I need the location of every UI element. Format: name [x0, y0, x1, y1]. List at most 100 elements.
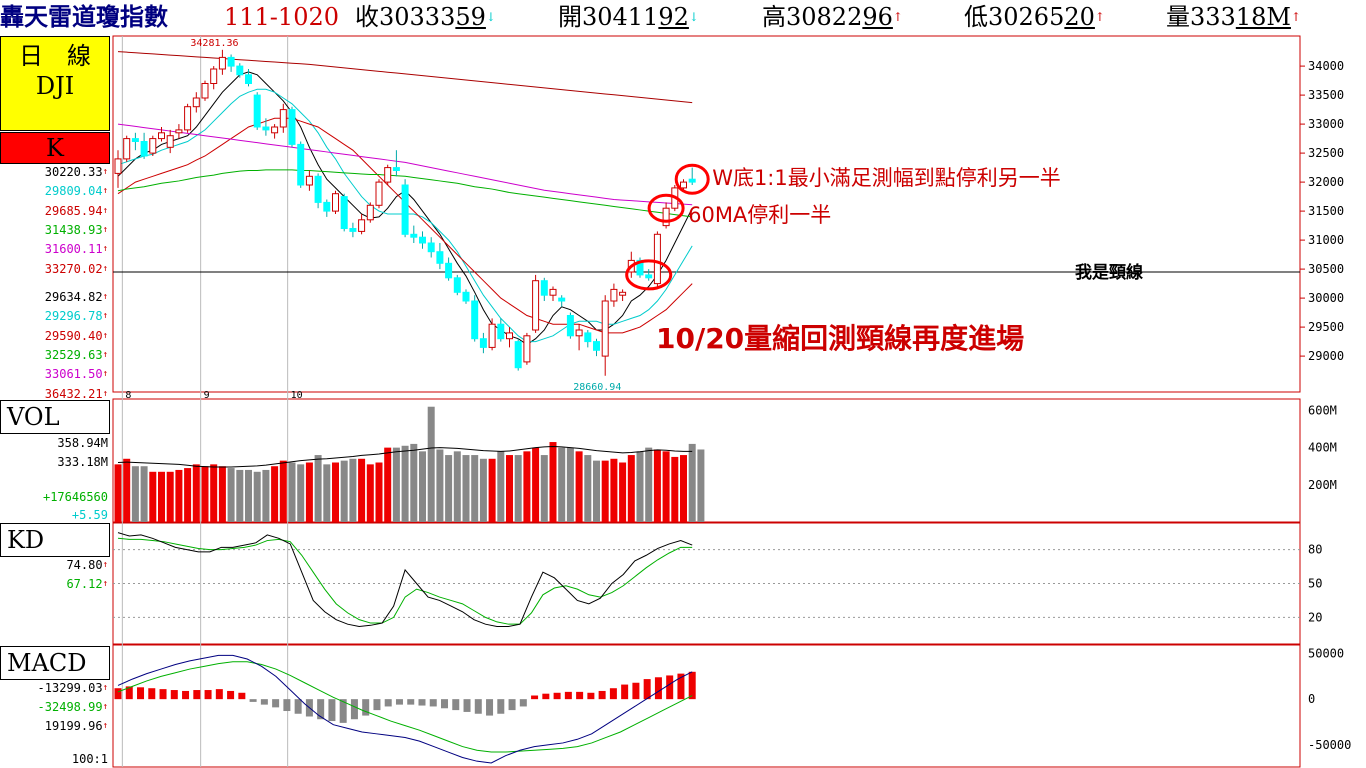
volume-bar	[210, 464, 218, 522]
up-arrow-icon: ↑	[102, 369, 108, 380]
indicator-value: -13299.03↑	[38, 681, 108, 695]
indicator-value: 74.80↑	[66, 558, 108, 572]
candle-body	[123, 138, 131, 160]
indicator-value: 31438.93↑	[45, 223, 108, 237]
price-tick-label: 29500	[1308, 320, 1344, 334]
left-panel: 日 線 DJI K 30220.33↑ 29809.04↑ 29685.94↑ 314…	[0, 36, 112, 768]
candle	[566, 312, 574, 339]
candle	[453, 274, 461, 296]
k-label-box: K	[0, 132, 110, 164]
month-label: 10	[291, 390, 303, 401]
volume-bar	[305, 462, 313, 522]
candle	[540, 277, 548, 301]
candle-body	[149, 138, 157, 154]
volume-bar	[158, 471, 165, 522]
candle	[305, 170, 313, 191]
neckline-annotation: 我是頸線	[1075, 262, 1143, 283]
volume-bar	[410, 443, 418, 522]
candle	[114, 150, 122, 188]
candle-body	[192, 97, 200, 108]
volume-bar	[627, 455, 635, 522]
indicator-value-text: 29634.82	[44, 290, 103, 304]
candle-body	[131, 138, 139, 143]
candle	[645, 269, 653, 281]
volume-bar	[201, 466, 209, 522]
kd-label-box: KD	[0, 523, 110, 557]
low-price-label: 28660.94	[573, 382, 621, 393]
candle	[593, 338, 600, 357]
candle-body	[271, 126, 279, 134]
candle	[410, 225, 418, 243]
candle	[366, 202, 374, 223]
candle	[384, 164, 392, 185]
volume-bar	[540, 455, 548, 522]
volume-bar	[636, 451, 644, 522]
volume-bar	[297, 464, 305, 522]
ma60-circle	[647, 193, 685, 223]
macd-osc-bar	[654, 677, 662, 700]
candle	[610, 283, 618, 307]
macd-osc-bar	[553, 692, 561, 700]
macd-osc-bar	[621, 684, 629, 700]
kd-tick-label: 50	[1308, 577, 1322, 591]
macd-tick-label: 50000	[1308, 647, 1344, 661]
volume-bar	[392, 447, 400, 522]
macd-label-box: MACD	[0, 646, 110, 680]
indicator-value: +5.59	[72, 508, 108, 522]
indicator-value: -32498.99↑	[38, 700, 108, 714]
month-label: 8	[125, 390, 131, 401]
macd-osc-bar	[688, 671, 696, 700]
price-tick-label: 30500	[1308, 262, 1344, 276]
indicator-value: 33270.02↑	[45, 262, 108, 276]
up-arrow-icon: ↑	[102, 292, 108, 302]
candle	[471, 295, 479, 342]
neckline-retest-circle	[625, 259, 673, 291]
indicator-value: 36432.21↑	[45, 387, 108, 401]
indicator-value-text: -13299.03	[37, 681, 103, 695]
indicator-value-text: 74.80	[66, 558, 103, 572]
candle-body	[688, 178, 696, 183]
price-tick-label: 31500	[1308, 204, 1344, 218]
volume-bar	[645, 447, 653, 522]
price-tick-label: 32500	[1308, 146, 1344, 160]
top-bar: 轟天雷道瓊指數 111-1020 收3033359↓ 開3041192↓ 高30…	[0, 0, 1366, 36]
macd-osc-bar	[159, 689, 167, 700]
low-quote: 低3026520↑	[964, 3, 1105, 31]
candle	[462, 289, 470, 304]
volume-bar	[340, 460, 348, 522]
volume-bar	[218, 466, 226, 522]
candle-body	[236, 65, 244, 76]
macd-osc-bar	[283, 699, 291, 712]
volume-bar	[375, 462, 383, 522]
candle-body	[218, 56, 226, 70]
candle	[427, 237, 435, 258]
volume-bar	[358, 458, 366, 522]
kd-tick-label: 20	[1308, 610, 1322, 624]
macd-osc-bar	[643, 679, 651, 700]
candle	[314, 173, 322, 209]
candle	[497, 318, 505, 342]
price-tick-label: 34000	[1308, 59, 1344, 73]
candle	[253, 92, 261, 130]
candle	[532, 274, 540, 333]
indicator-value-text: 19199.96	[44, 719, 103, 733]
kd-tick-label: 80	[1308, 543, 1322, 557]
volume-bar	[697, 449, 705, 522]
candle-body	[453, 277, 461, 293]
volume-bar	[549, 442, 557, 522]
candle-body	[392, 167, 400, 172]
macd-osc-bar	[215, 689, 223, 700]
volume-bar	[662, 451, 670, 522]
up-arrow-icon: ↑	[102, 388, 108, 399]
period-label: 日 線	[19, 42, 91, 70]
macd-tick-label: 0	[1308, 692, 1315, 706]
macd-osc-bar	[576, 691, 584, 700]
volume-bar	[332, 462, 339, 522]
volume-quote: 量33318M↑	[1166, 3, 1301, 31]
candle-body	[471, 300, 479, 340]
volume-bar	[453, 451, 461, 522]
up-arrow-icon: ↑	[102, 244, 108, 255]
macd-osc-bar	[666, 675, 674, 700]
macd-signal-line	[117, 661, 693, 753]
volume-bar	[323, 464, 331, 522]
